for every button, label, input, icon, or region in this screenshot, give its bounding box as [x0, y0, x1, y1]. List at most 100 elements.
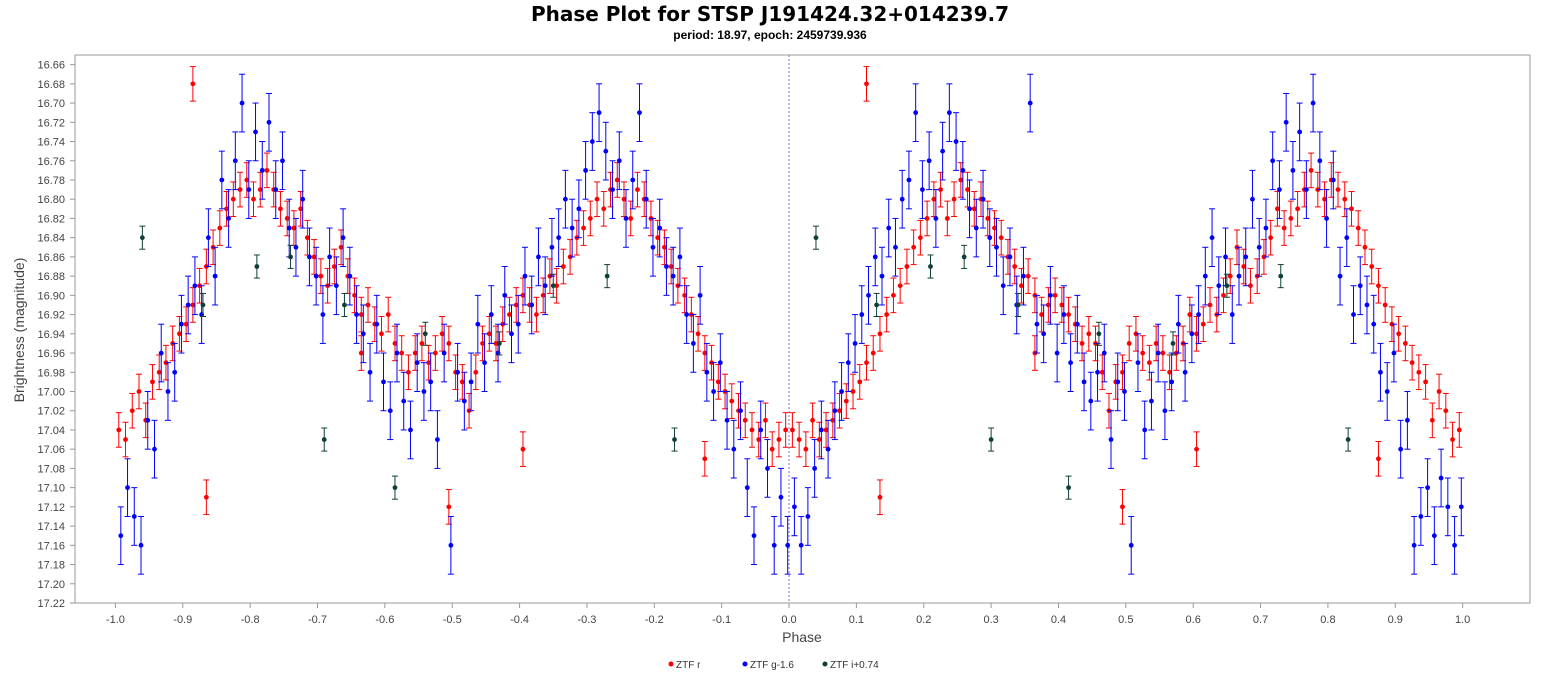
data-point — [1011, 248, 1018, 285]
data-point — [1303, 160, 1310, 219]
data-point — [481, 333, 488, 392]
data-point — [292, 217, 299, 277]
data-marker — [1445, 504, 1451, 510]
data-marker — [877, 331, 883, 337]
x-tick-label: 0.1 — [849, 614, 864, 626]
data-marker — [1278, 273, 1284, 279]
data-marker — [684, 312, 690, 317]
data-marker — [702, 456, 708, 462]
data-marker — [412, 350, 418, 356]
y-tick-label: 17.08 — [37, 463, 65, 475]
data-point — [892, 217, 899, 277]
data-marker — [913, 110, 919, 116]
data-marker — [1175, 321, 1181, 327]
data-point — [508, 304, 515, 364]
data-point — [878, 246, 885, 306]
data-point — [728, 383, 735, 419]
data-marker — [1227, 273, 1233, 279]
data-marker — [536, 254, 541, 260]
data-marker — [906, 177, 912, 183]
data-marker — [138, 542, 144, 548]
data-point — [865, 266, 872, 325]
legend-item: ZTF i+0.74 — [822, 660, 879, 671]
data-marker — [630, 177, 636, 183]
data-point — [690, 314, 697, 373]
data-marker — [1371, 321, 1377, 327]
data-marker — [406, 369, 411, 375]
data-point — [1114, 352, 1121, 412]
data-point — [899, 169, 906, 229]
data-point — [1335, 171, 1342, 208]
data-marker — [601, 206, 607, 212]
data-point — [604, 264, 611, 289]
data-point — [333, 256, 340, 316]
data-point — [380, 352, 387, 412]
data-marker — [1324, 216, 1329, 221]
data-point — [1287, 200, 1294, 237]
data-marker — [1000, 283, 1006, 289]
legend-item: ZTF g-1.6 — [742, 660, 794, 671]
data-marker — [1396, 331, 1402, 337]
data-point — [762, 402, 769, 439]
data-point — [1148, 371, 1155, 431]
data-point — [542, 256, 549, 316]
data-point — [338, 229, 345, 266]
data-point — [550, 273, 557, 298]
data-marker — [1223, 254, 1228, 260]
data-point — [1099, 354, 1106, 391]
data-point — [957, 162, 964, 198]
data-point — [1074, 294, 1081, 354]
data-point — [326, 227, 333, 287]
data-marker — [1357, 283, 1363, 289]
data-marker — [439, 331, 445, 337]
data-point — [515, 294, 522, 354]
data-marker — [560, 264, 566, 269]
data-marker — [576, 206, 582, 212]
legend-label: ZTF i+0.74 — [830, 660, 879, 671]
data-point — [1242, 227, 1249, 287]
data-marker — [769, 446, 775, 452]
data-point — [1337, 246, 1344, 306]
data-point — [257, 171, 264, 208]
data-marker — [756, 437, 762, 442]
series-2 — [139, 225, 1352, 500]
data-marker — [1248, 283, 1253, 289]
data-marker — [534, 312, 539, 317]
data-marker — [792, 504, 797, 510]
data-marker — [610, 187, 615, 192]
y-tick-label: 16.74 — [37, 137, 65, 149]
data-marker — [1364, 302, 1370, 308]
data-marker — [475, 321, 481, 327]
data-marker — [311, 254, 317, 260]
data-marker — [145, 417, 151, 423]
data-point — [445, 325, 452, 362]
data-point — [575, 179, 582, 239]
data-marker — [226, 216, 231, 221]
legend-marker — [742, 661, 748, 667]
data-point — [654, 219, 661, 256]
data-point — [1223, 273, 1230, 298]
data-marker — [830, 417, 836, 423]
data-marker — [1450, 437, 1455, 442]
data-marker — [839, 389, 844, 394]
data-marker — [715, 379, 721, 385]
data-point — [425, 344, 432, 381]
data-marker — [251, 196, 256, 202]
x-tick-label: 0.9 — [1388, 614, 1403, 626]
data-point — [151, 419, 158, 479]
data-marker — [253, 129, 258, 135]
data-point — [1451, 515, 1458, 575]
data-marker — [1423, 379, 1428, 385]
data-point — [1449, 421, 1456, 458]
data-marker — [428, 379, 434, 385]
data-point — [1355, 210, 1362, 246]
data-marker — [246, 187, 252, 192]
data-point — [521, 246, 528, 306]
data-marker — [1066, 485, 1071, 491]
data-marker — [338, 244, 344, 250]
data-point — [944, 200, 951, 237]
data-point — [730, 419, 737, 479]
data-marker — [1052, 292, 1058, 298]
data-marker — [695, 331, 701, 337]
data-marker — [446, 341, 452, 346]
